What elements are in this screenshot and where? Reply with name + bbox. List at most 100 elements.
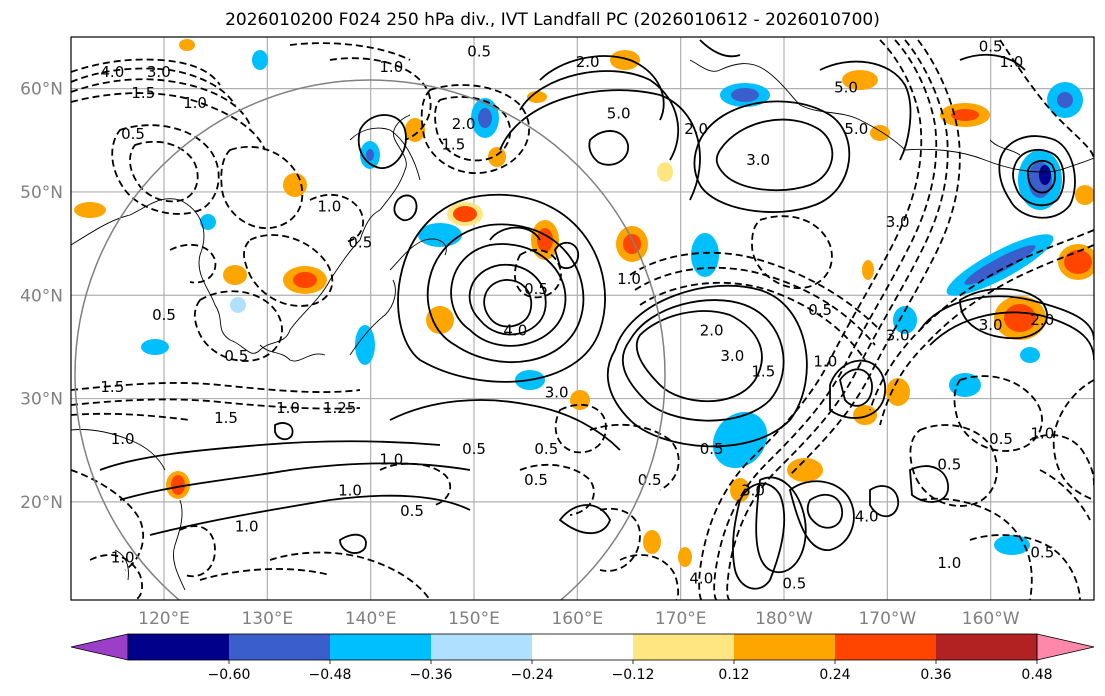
colorbar-tick-label: −0.48	[309, 667, 352, 683]
lon-label: 150°E	[448, 609, 500, 629]
contour-label-text: 1.0	[111, 549, 135, 567]
contour-label: 1.0	[111, 549, 135, 567]
contour-label-text: 2.0	[576, 53, 600, 71]
contour-label-text: 0.5	[989, 430, 1013, 448]
contour-label-text: 0.5	[524, 280, 548, 298]
contour-label-text: 0.5	[937, 456, 961, 474]
contour-label-text: 1.0	[317, 197, 341, 215]
contour-label-text: 1.5	[751, 363, 775, 381]
contour-label-text: 3.0	[746, 151, 770, 169]
colorbar-segment	[633, 634, 734, 660]
contour-label-text: 1.25	[323, 399, 356, 417]
contour-label-text: 1.0	[111, 430, 135, 448]
contour-label: 1.5	[751, 363, 775, 381]
lon-label: 160°W	[962, 609, 1020, 629]
contour-label: 4.0	[100, 63, 124, 81]
contour-label-text: 1.0	[813, 352, 837, 370]
colorbar-tick-label: 0.24	[819, 667, 850, 683]
colorbar-segment	[734, 634, 835, 660]
contour-label-text: 0.5	[400, 502, 424, 520]
contour-label-text: 3.0	[886, 327, 910, 345]
lat-label: 50°N	[20, 183, 63, 203]
contour-label-text: 1.0	[617, 270, 641, 288]
contour-label-text: 3.0	[147, 63, 171, 81]
colorbar-segment	[229, 634, 330, 660]
contour-label: 0.5	[524, 280, 548, 298]
landfall-region-circle	[74, 79, 666, 600]
contour-label: 0.5	[152, 306, 176, 324]
contour-label: 1.0	[317, 197, 341, 215]
contour-label-text: 0.5	[1030, 544, 1054, 562]
contour-label: 1.0	[379, 451, 403, 469]
contour-label-text: 1.5	[131, 84, 155, 102]
contour-label-text: 2.0	[684, 120, 708, 138]
contour-label-text: 2.0	[700, 321, 724, 339]
contour-label-text: 0.5	[638, 471, 662, 489]
contour-label-text: 4.0	[100, 63, 124, 81]
contour-label: 4.0	[855, 507, 879, 525]
contour-label: 0.5	[700, 440, 724, 458]
contour-label: 0.5	[467, 42, 491, 60]
lon-label: 140°E	[345, 609, 397, 629]
contour-label-text: 0.5	[534, 440, 558, 458]
contour-label-text: 0.5	[224, 347, 248, 365]
colorbar-tick-label: −0.60	[208, 667, 251, 683]
colorbar-segment	[330, 634, 431, 660]
contour-label: 2.0	[684, 120, 708, 138]
contour-label: 3.0	[746, 151, 770, 169]
contour-label: 5.0	[844, 120, 868, 138]
contour-label: 1.0	[813, 352, 837, 370]
contour-label: 0.5	[224, 347, 248, 365]
contour-label: 1.0	[276, 399, 300, 417]
contour-label: 3.0	[886, 327, 910, 345]
contour-label: 0.5	[534, 440, 558, 458]
contour-label-text: 0.5	[700, 440, 724, 458]
colorbar: −0.60 −0.48 −0.36 −0.24 −0.12 0.12 0.24 0.36 0.4…	[70, 633, 1095, 683]
contour-label: 1.25	[323, 399, 356, 417]
lon-label: 180°W	[755, 609, 813, 629]
contour-label-text: 0.5	[121, 125, 145, 143]
lon-label: 120°E	[138, 609, 190, 629]
contour-label-text: 1.5	[214, 409, 238, 427]
lat-label: 30°N	[20, 390, 63, 410]
contour-label: 2.0	[700, 321, 724, 339]
colorbar-segment	[835, 634, 936, 660]
contour-label-text: 4.0	[689, 569, 713, 587]
contour-label: 4.0	[689, 569, 713, 587]
colorbar-tick-label: 0.36	[920, 667, 951, 683]
contour-labels: 4.0 3.0 1.5 1.0 0.5 1.0 0.5 2.0 1.5 2.0 5.0 2.0 3.0 5…	[100, 37, 1054, 593]
contour-label: 1.5	[131, 84, 155, 102]
contour-label: 3.0	[545, 383, 569, 401]
colorbar-tick-label: 0.48	[1021, 667, 1052, 683]
contour-label-text: 1.5	[100, 378, 124, 396]
contour-label: 1.0	[338, 482, 362, 500]
contour-label: 2.0	[576, 53, 600, 71]
contours-positive	[99, 39, 1094, 590]
contour-label: 5.0	[607, 104, 631, 122]
colorbar-segment	[128, 634, 229, 660]
contour-label-text: 4.0	[503, 321, 527, 339]
contour-label-text: 0.5	[979, 37, 1003, 55]
contour-label-text: 3.0	[720, 347, 744, 365]
contour-label: 1.0	[111, 430, 135, 448]
contour-label-text: 0.5	[462, 440, 486, 458]
contour-label-text: 4.0	[855, 507, 879, 525]
contour-label: 1.0	[183, 94, 207, 112]
colorbar-segment	[936, 634, 1037, 660]
colorbar-extend-low	[70, 633, 129, 661]
contour-label: 0.5	[638, 471, 662, 489]
contour-label-text: 5.0	[834, 79, 858, 97]
contour-label: 0.5	[808, 301, 832, 319]
latitude-labels: 20°N 30°N 40°N 50°N 60°N	[20, 80, 63, 513]
map-panel[interactable]: 4.0 3.0 1.5 1.0 0.5 1.0 0.5 2.0 1.5 2.0 5.0 2.0 3.0 5…	[70, 36, 1098, 670]
contour-label: 0.5	[400, 502, 424, 520]
contour-label: 0.5	[782, 575, 806, 593]
contour-label-text: 0.5	[524, 471, 548, 489]
contour-label-text: 1.0	[379, 451, 403, 469]
contour-label-text: 1.0	[1030, 425, 1054, 443]
contour-label-text: 0.5	[808, 301, 832, 319]
contour-label: 1.0	[937, 554, 961, 572]
contour-label-text: 3.0	[545, 383, 569, 401]
contour-label-text: 5.0	[844, 120, 868, 138]
